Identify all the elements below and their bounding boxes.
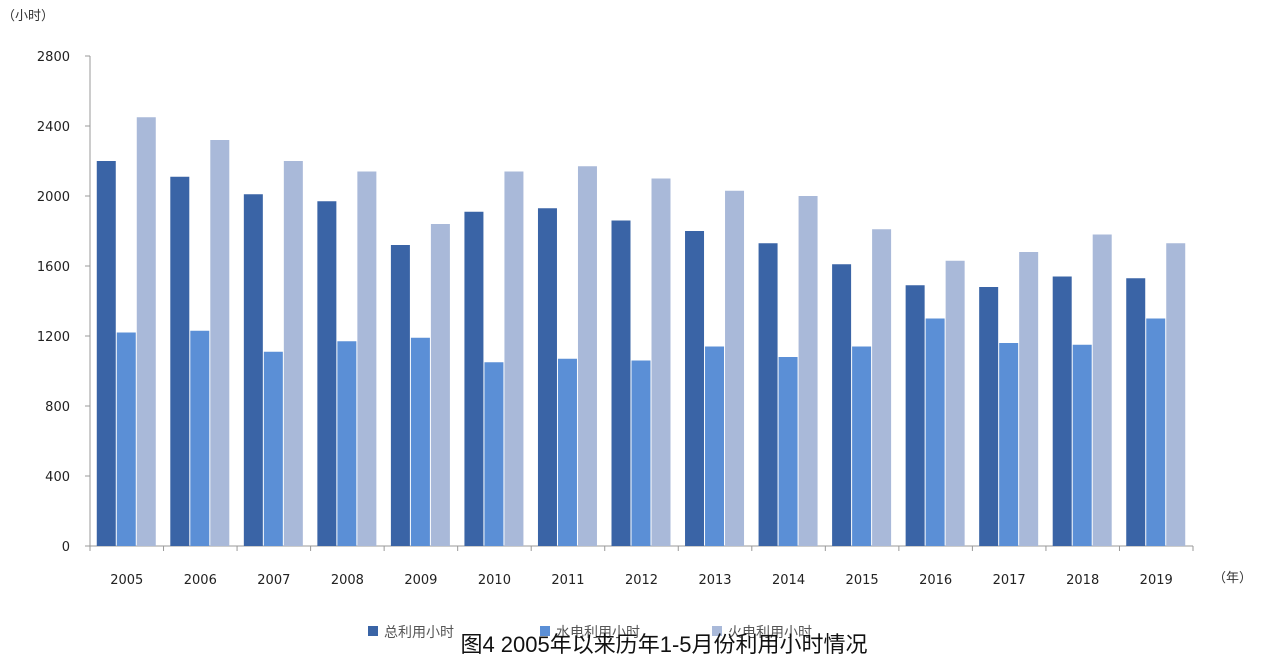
bar (1126, 278, 1146, 546)
bar (832, 264, 852, 546)
legend-swatch (540, 626, 550, 636)
y-tick-label: 0 (62, 540, 70, 555)
bar (925, 318, 945, 546)
x-tick-label: 2014 (772, 573, 805, 588)
legend-swatch (368, 626, 378, 636)
bar (263, 351, 283, 546)
bar (116, 332, 136, 546)
bar (464, 211, 484, 546)
bar (170, 176, 190, 546)
y-axis-unit-label: （小时） (2, 9, 54, 24)
bar (484, 362, 504, 546)
y-tick-label: 2400 (37, 120, 70, 135)
x-tick-label: 2017 (993, 573, 1026, 588)
y-tick-label: 800 (45, 400, 70, 415)
bar (317, 201, 337, 546)
x-tick-label: 2006 (184, 573, 217, 588)
legend-swatch (712, 626, 722, 636)
x-tick-label: 2013 (698, 573, 731, 588)
x-tick-label: 2010 (478, 573, 511, 588)
bar (651, 178, 671, 546)
bar (210, 140, 230, 546)
bar (430, 224, 450, 546)
y-tick-label: 2000 (37, 190, 70, 205)
bar (1166, 243, 1186, 546)
bar (631, 360, 651, 546)
bar (1072, 344, 1092, 546)
x-tick-label: 2009 (404, 573, 437, 588)
bar (337, 341, 357, 546)
bar (243, 194, 263, 546)
bar (504, 171, 524, 546)
chart-caption: 图4 2005年以来历年1-5月份利用小时情况 (460, 632, 867, 657)
bar (190, 330, 210, 546)
bar (1146, 318, 1166, 546)
x-tick-label: 2007 (257, 573, 290, 588)
legend-label: 总利用小时 (384, 625, 454, 641)
bar (410, 337, 430, 546)
bar (283, 161, 303, 546)
bar (945, 260, 965, 546)
bar (136, 117, 156, 546)
bar (96, 161, 116, 546)
y-tick-label: 400 (45, 470, 70, 485)
x-tick-label: 2012 (625, 573, 658, 588)
legend-label: 水电利用小时 (556, 625, 640, 641)
y-tick-label: 2800 (37, 50, 70, 65)
legend: 总利用小时 水电利用小时 火电利用小时 (368, 625, 812, 641)
bar (758, 243, 778, 546)
bar (1019, 252, 1039, 546)
bar (357, 171, 377, 546)
bar (390, 245, 410, 546)
bar (872, 229, 892, 546)
y-axis: 0 400 800 1200 1600 2000 2400 2800 (37, 50, 91, 555)
x-tick-label: 2015 (846, 573, 879, 588)
bars (96, 117, 1186, 546)
y-tick-label: 1600 (37, 260, 70, 275)
bar (852, 346, 872, 546)
bar (557, 358, 577, 546)
x-tick-label: 2016 (919, 573, 952, 588)
x-tick-label: 2018 (1066, 573, 1099, 588)
y-tick-label: 1200 (37, 330, 70, 345)
x-tick-label: 2019 (1140, 573, 1173, 588)
legend-label: 火电利用小时 (728, 625, 812, 641)
bar (725, 190, 745, 546)
bar (705, 346, 725, 546)
x-tick-label: 2011 (551, 573, 584, 588)
bar (1092, 234, 1112, 546)
bar (537, 208, 557, 546)
bar (611, 220, 631, 546)
x-tick-label: 2005 (110, 573, 143, 588)
bar (999, 343, 1019, 546)
bar (979, 287, 999, 546)
bar (1052, 276, 1072, 546)
x-axis: 2005 2006 2007 2008 2009 2010 2011 2012 2013 2014… (89, 545, 1194, 588)
bar (577, 166, 597, 546)
x-axis-unit-label: （年） (1213, 571, 1252, 586)
bar (685, 231, 705, 546)
bar (778, 357, 798, 546)
x-tick-label: 2008 (331, 573, 364, 588)
bar (905, 285, 925, 546)
bar (798, 196, 818, 546)
